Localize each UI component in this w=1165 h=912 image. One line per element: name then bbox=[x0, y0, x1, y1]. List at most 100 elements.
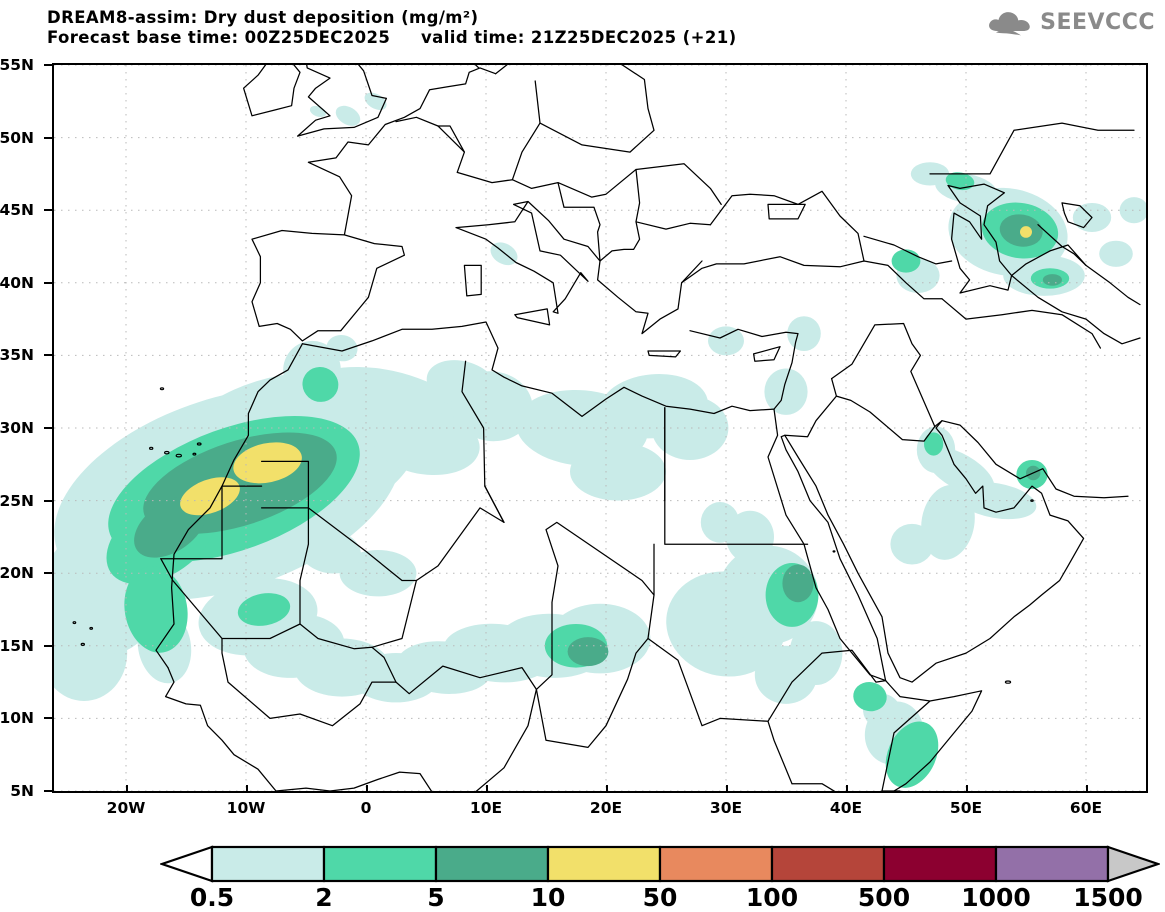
country-border bbox=[160, 507, 310, 640]
colorbar-segment bbox=[210, 845, 326, 883]
dust-contour-band bbox=[955, 482, 1037, 520]
map-gridlines bbox=[54, 65, 1146, 791]
dust-contour-band bbox=[567, 637, 609, 667]
y-tick-mark bbox=[44, 209, 52, 212]
dust-contour-band bbox=[1020, 226, 1032, 238]
island-outline bbox=[1030, 499, 1034, 502]
island-outline bbox=[192, 452, 197, 456]
coastline bbox=[242, 65, 301, 117]
coastline bbox=[884, 679, 983, 791]
coastline bbox=[767, 408, 887, 682]
dust-contour-band bbox=[885, 721, 939, 788]
colorbar-segment bbox=[658, 845, 774, 883]
coastline bbox=[709, 190, 865, 262]
colorbar-segment bbox=[882, 845, 998, 883]
colorbar-over-arrow bbox=[1106, 845, 1160, 883]
x-tick-label: 0 bbox=[360, 799, 372, 817]
coastline bbox=[307, 67, 497, 236]
coastline bbox=[647, 350, 682, 358]
country-border bbox=[395, 116, 722, 206]
map-plot-area bbox=[52, 63, 1148, 793]
y-tick-mark bbox=[44, 717, 52, 720]
logo-text: SEEVCCC bbox=[1040, 9, 1155, 35]
coastline bbox=[752, 346, 781, 362]
coastline bbox=[947, 183, 1013, 294]
country-border bbox=[881, 700, 931, 791]
island-outline bbox=[159, 387, 165, 391]
y-tick-mark bbox=[44, 354, 52, 357]
colorbar-segment bbox=[546, 845, 662, 883]
x-tick-label: 20W bbox=[106, 799, 146, 817]
island-outline bbox=[164, 450, 170, 455]
map-canvas bbox=[54, 65, 1146, 791]
dust-contour-band bbox=[700, 502, 740, 543]
chart-header: DREAM8-assim: Dry dust deposition (mg/m²… bbox=[47, 8, 737, 48]
y-tick-label: 5N bbox=[10, 782, 34, 800]
dust-contour-band bbox=[326, 334, 358, 362]
dust-contour-band bbox=[853, 682, 887, 712]
dust-contour-band bbox=[789, 621, 843, 686]
country-border bbox=[929, 122, 1135, 175]
y-tick-label: 40N bbox=[0, 273, 34, 292]
country-border bbox=[395, 665, 538, 791]
country-border bbox=[784, 395, 838, 438]
coastline bbox=[527, 200, 865, 335]
dust-contour-band bbox=[233, 442, 302, 484]
cloud-icon bbox=[989, 12, 1030, 36]
y-tick-label: 35N bbox=[0, 346, 34, 365]
chart-title: DREAM8-assim: Dry dust deposition (mg/m²… bbox=[47, 8, 479, 27]
colorbar-under-arrow bbox=[160, 845, 214, 883]
dust-contour-band bbox=[237, 593, 291, 626]
coastline bbox=[1010, 274, 1141, 345]
country-border bbox=[941, 298, 1102, 349]
colorbar-tick-label: 2 bbox=[315, 883, 333, 912]
country-border bbox=[791, 783, 901, 791]
country-border bbox=[534, 65, 655, 153]
x-tick-label: 10W bbox=[226, 799, 266, 817]
dust-contour-band bbox=[782, 564, 814, 603]
country-border bbox=[863, 260, 943, 300]
y-tick-label: 50N bbox=[0, 128, 34, 147]
y-tick-mark bbox=[44, 136, 52, 139]
country-border bbox=[484, 485, 505, 524]
dust-contour-band bbox=[1042, 274, 1062, 286]
coastline bbox=[514, 308, 551, 326]
chart-subtitle: Forecast base time: 00Z25DEC2025 valid t… bbox=[47, 28, 737, 47]
coastline bbox=[767, 203, 806, 220]
colorbar-tick-label: 1000 bbox=[961, 883, 1031, 912]
colorbar-tick-label: 5 bbox=[427, 883, 445, 912]
seevccc-logo: SEEVCCC bbox=[987, 9, 1155, 36]
y-tick-label: 20N bbox=[0, 564, 34, 583]
dust-contour-band bbox=[335, 105, 361, 126]
island-outline bbox=[175, 453, 183, 458]
dust-contour-band bbox=[787, 316, 821, 352]
y-tick-mark bbox=[44, 64, 52, 66]
colorbar-segment bbox=[770, 845, 886, 883]
y-tick-label: 45N bbox=[0, 201, 34, 220]
coastline bbox=[689, 328, 799, 410]
dust-contour-band bbox=[891, 249, 921, 273]
island-outline bbox=[832, 550, 836, 553]
colorbar: 0.5 2 5 10 50 100 500 1000 1500 bbox=[160, 843, 1160, 912]
dust-contour-band bbox=[451, 371, 533, 442]
coastline bbox=[296, 65, 388, 137]
colorbar-tick-label: 500 bbox=[857, 883, 911, 912]
island-outline bbox=[148, 446, 154, 450]
dust-contour-band bbox=[1099, 240, 1133, 267]
dust-contour-band bbox=[924, 432, 944, 456]
coastline bbox=[463, 264, 482, 297]
country-border bbox=[680, 260, 703, 284]
island-outline bbox=[89, 626, 94, 630]
y-tick-label: 30N bbox=[0, 419, 34, 437]
island-outline bbox=[72, 621, 77, 625]
x-tick-label: 40E bbox=[829, 799, 863, 817]
country-border bbox=[599, 221, 641, 262]
colorbar-tick-label: 0.5 bbox=[189, 883, 235, 912]
y-tick-mark bbox=[44, 499, 52, 502]
country-border bbox=[647, 637, 793, 785]
country-border bbox=[830, 322, 943, 428]
dust-contour-band bbox=[945, 172, 975, 191]
x-tick-label: 10E bbox=[469, 799, 503, 817]
island-outline bbox=[80, 642, 85, 646]
dust-contour-band bbox=[299, 529, 361, 574]
